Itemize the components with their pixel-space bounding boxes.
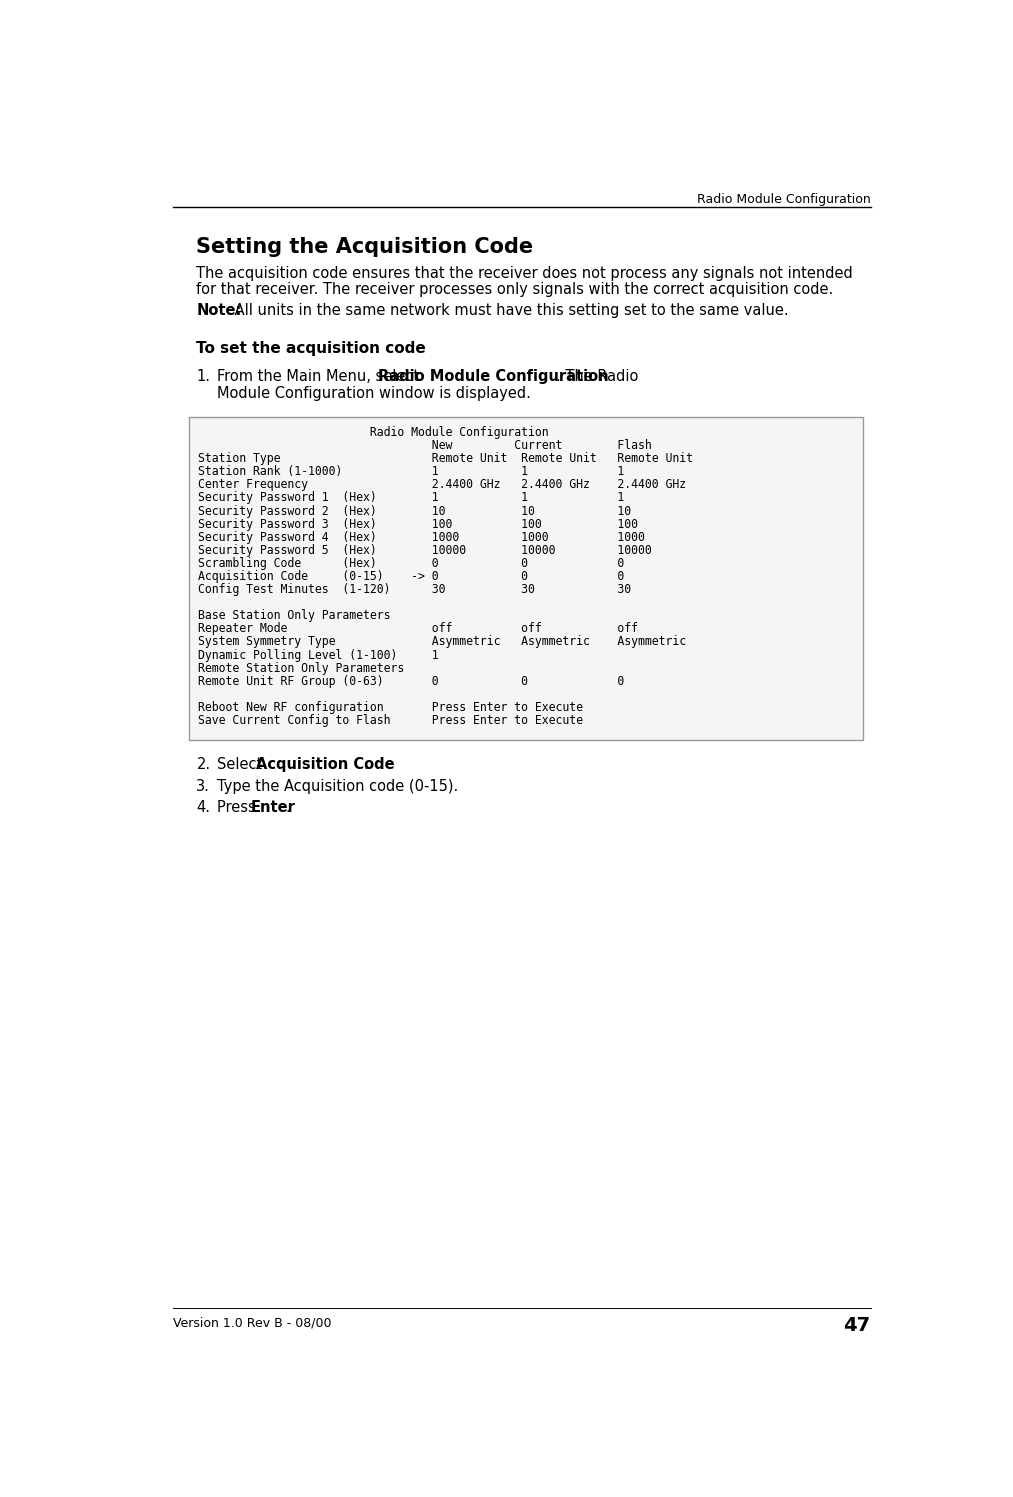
Text: Radio Module Configuration: Radio Module Configuration	[198, 427, 549, 439]
Text: 1.: 1.	[197, 370, 211, 385]
Text: Save Current Config to Flash      Press Enter to Execute: Save Current Config to Flash Press Enter…	[198, 714, 582, 728]
Text: Version 1.0 Rev B - 08/00: Version 1.0 Rev B - 08/00	[173, 1316, 331, 1329]
Text: Security Password 1  (Hex)        1            1             1: Security Password 1 (Hex) 1 1 1	[198, 491, 624, 504]
Text: Acquisition Code     (0-15)    -> 0            0             0: Acquisition Code (0-15) -> 0 0 0	[198, 570, 624, 582]
Text: 47: 47	[844, 1316, 870, 1335]
Text: Security Password 2  (Hex)        10           10            10: Security Password 2 (Hex) 10 10 10	[198, 504, 631, 518]
Text: Radio Module Configuration: Radio Module Configuration	[697, 193, 870, 207]
Text: Dynamic Polling Level (1-100)     1: Dynamic Polling Level (1-100) 1	[198, 648, 439, 662]
Text: All units in the same network must have this setting set to the same value.: All units in the same network must have …	[230, 302, 788, 317]
Text: 4.: 4.	[197, 801, 211, 816]
Text: Note:: Note:	[197, 302, 242, 317]
Text: Radio Module Configuration: Radio Module Configuration	[378, 370, 608, 385]
Text: New         Current        Flash: New Current Flash	[198, 439, 651, 452]
Text: Acquisition Code: Acquisition Code	[256, 757, 395, 772]
Text: Station Type                      Remote Unit  Remote Unit   Remote Unit: Station Type Remote Unit Remote Unit Rem…	[198, 452, 693, 466]
Text: Press: Press	[218, 801, 260, 816]
Text: Reboot New RF configuration       Press Enter to Execute: Reboot New RF configuration Press Enter …	[198, 701, 582, 714]
Text: 2.: 2.	[197, 757, 211, 772]
Text: Base Station Only Parameters: Base Station Only Parameters	[198, 609, 390, 623]
Text: Scrambling Code      (Hex)        0            0             0: Scrambling Code (Hex) 0 0 0	[198, 557, 624, 570]
Text: .: .	[364, 757, 368, 772]
Text: 3.: 3.	[197, 778, 211, 793]
Text: The acquisition code ensures that the receiver does not process any signals not : The acquisition code ensures that the re…	[197, 266, 853, 281]
Text: Config Test Minutes  (1-120)      30           30            30: Config Test Minutes (1-120) 30 30 30	[198, 584, 631, 596]
Text: System Symmetry Type              Asymmetric   Asymmetric    Asymmetric: System Symmetry Type Asymmetric Asymmetr…	[198, 636, 686, 648]
Text: Module Configuration window is displayed.: Module Configuration window is displayed…	[218, 386, 531, 401]
FancyBboxPatch shape	[188, 416, 863, 740]
Text: Remote Station Only Parameters: Remote Station Only Parameters	[198, 662, 404, 675]
Text: . The Radio: . The Radio	[556, 370, 638, 385]
Text: .: .	[286, 801, 291, 816]
Text: Security Password 4  (Hex)        1000         1000          1000: Security Password 4 (Hex) 1000 1000 1000	[198, 531, 645, 543]
Text: Remote Unit RF Group (0-63)       0            0             0: Remote Unit RF Group (0-63) 0 0 0	[198, 675, 624, 687]
Text: Select: Select	[218, 757, 267, 772]
Text: From the Main Menu, select: From the Main Menu, select	[218, 370, 424, 385]
Text: Security Password 5  (Hex)        10000        10000         10000: Security Password 5 (Hex) 10000 10000 10…	[198, 543, 651, 557]
Text: Security Password 3  (Hex)        100          100           100: Security Password 3 (Hex) 100 100 100	[198, 518, 638, 530]
Text: Setting the Acquisition Code: Setting the Acquisition Code	[197, 238, 534, 257]
Text: Center Frequency                  2.4400 GHz   2.4400 GHz    2.4400 GHz: Center Frequency 2.4400 GHz 2.4400 GHz 2…	[198, 479, 686, 491]
Text: for that receiver. The receiver processes only signals with the correct acquisit: for that receiver. The receiver processe…	[197, 281, 834, 296]
Text: Type the Acquisition code (0-15).: Type the Acquisition code (0-15).	[218, 778, 459, 793]
Text: To set the acquisition code: To set the acquisition code	[197, 341, 426, 356]
Text: Repeater Mode                     off          off           off: Repeater Mode off off off	[198, 623, 638, 635]
Text: Enter: Enter	[251, 801, 296, 816]
Text: Station Rank (1-1000)             1            1             1: Station Rank (1-1000) 1 1 1	[198, 466, 624, 479]
